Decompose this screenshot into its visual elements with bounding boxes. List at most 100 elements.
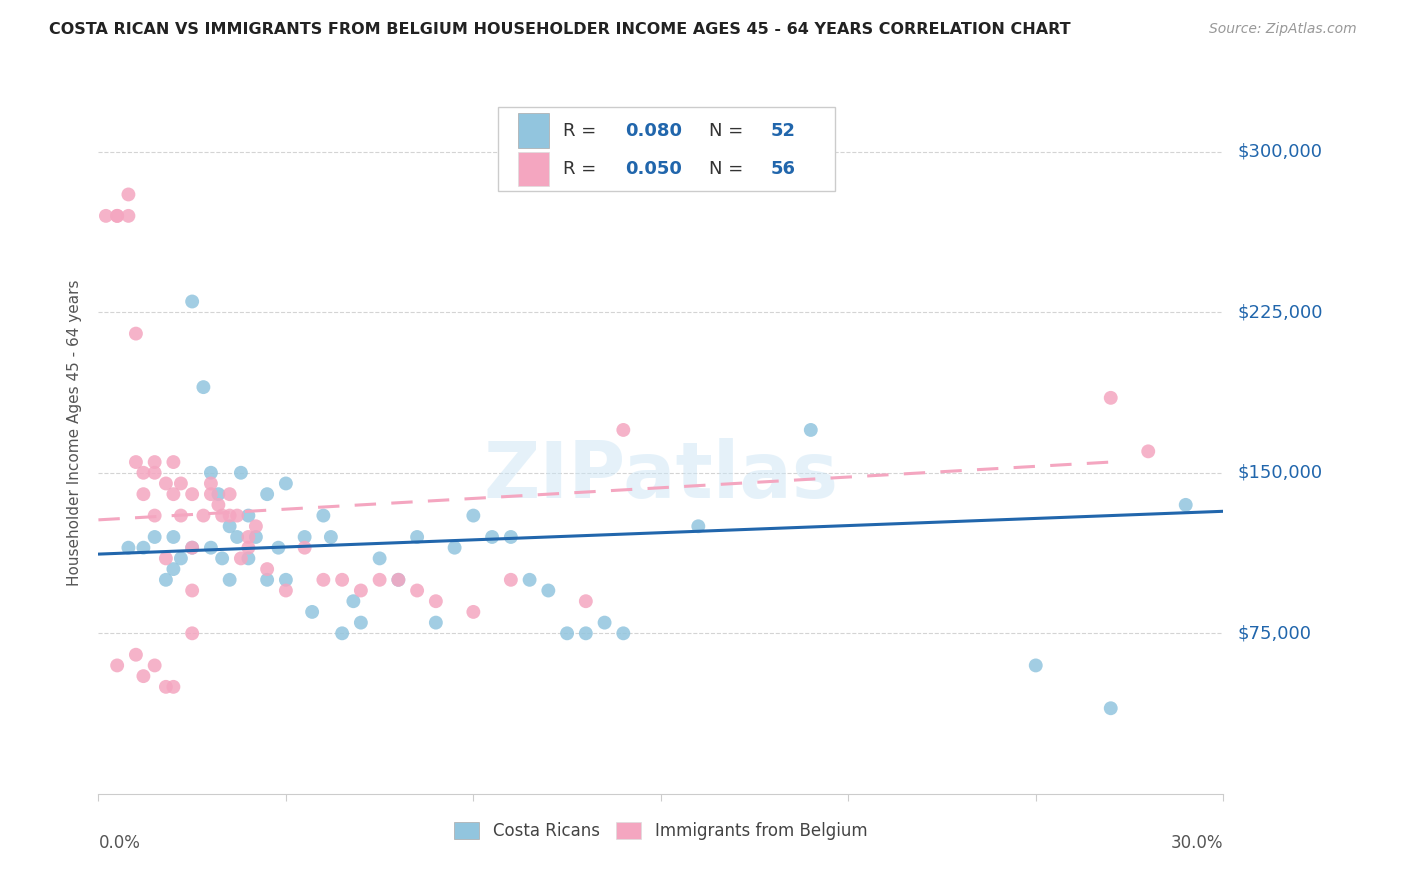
Point <box>575 626 598 640</box>
Point <box>1099 701 1122 715</box>
Point <box>1099 391 1122 405</box>
Point <box>162 680 184 694</box>
Point <box>406 583 429 598</box>
Point <box>162 562 184 576</box>
Text: 30.0%: 30.0% <box>1171 834 1223 852</box>
Point <box>181 541 204 555</box>
Point <box>162 530 184 544</box>
Point <box>612 423 634 437</box>
Point <box>593 615 616 630</box>
Point <box>218 519 240 533</box>
Point <box>688 519 710 533</box>
Point <box>294 541 316 555</box>
Point <box>218 508 240 523</box>
Point <box>117 541 139 555</box>
Point <box>143 658 166 673</box>
Point <box>181 626 204 640</box>
Point <box>211 508 233 523</box>
Point <box>245 519 267 533</box>
Point <box>193 380 215 394</box>
Point <box>238 508 260 523</box>
Point <box>350 583 373 598</box>
FancyBboxPatch shape <box>498 108 835 191</box>
Point <box>406 530 429 544</box>
Text: 0.0%: 0.0% <box>98 834 141 852</box>
Text: N =: N = <box>709 121 749 140</box>
Point <box>117 187 139 202</box>
Point <box>312 508 335 523</box>
Point <box>105 658 128 673</box>
Point <box>463 605 485 619</box>
Point <box>143 466 166 480</box>
Point <box>425 594 447 608</box>
Point <box>200 476 222 491</box>
Point <box>170 476 193 491</box>
Point <box>274 573 297 587</box>
Point <box>274 583 297 598</box>
Point <box>143 530 166 544</box>
Point <box>211 551 233 566</box>
Point <box>481 530 503 544</box>
Point <box>143 455 166 469</box>
Point <box>226 530 249 544</box>
Point <box>274 476 297 491</box>
Text: N =: N = <box>709 160 749 178</box>
Point <box>294 530 316 544</box>
Point <box>229 551 252 566</box>
Point <box>218 487 240 501</box>
Point <box>463 508 485 523</box>
Point <box>256 487 278 501</box>
Point <box>117 209 139 223</box>
Point <box>342 594 364 608</box>
Point <box>267 541 290 555</box>
Point <box>132 541 155 555</box>
Point <box>162 455 184 469</box>
Point <box>555 626 578 640</box>
Point <box>132 487 155 501</box>
Point <box>162 487 184 501</box>
Point <box>238 541 260 555</box>
Point <box>238 530 260 544</box>
Point <box>226 508 249 523</box>
Point <box>132 669 155 683</box>
Text: Source: ZipAtlas.com: Source: ZipAtlas.com <box>1209 22 1357 37</box>
Point <box>94 209 117 223</box>
Point <box>425 615 447 630</box>
Point <box>612 626 634 640</box>
Point <box>330 626 353 640</box>
Point <box>519 573 541 587</box>
Point <box>350 615 373 630</box>
Point <box>499 573 522 587</box>
Point <box>155 680 177 694</box>
Point <box>125 648 148 662</box>
Point <box>181 583 204 598</box>
Point <box>132 466 155 480</box>
Legend: Costa Ricans, Immigrants from Belgium: Costa Ricans, Immigrants from Belgium <box>447 815 875 847</box>
Point <box>181 487 204 501</box>
Point <box>155 573 177 587</box>
Point <box>125 326 148 341</box>
Point <box>368 551 391 566</box>
Point <box>256 573 278 587</box>
Point <box>245 530 267 544</box>
Point <box>207 498 229 512</box>
Text: COSTA RICAN VS IMMIGRANTS FROM BELGIUM HOUSEHOLDER INCOME AGES 45 - 64 YEARS COR: COSTA RICAN VS IMMIGRANTS FROM BELGIUM H… <box>49 22 1071 37</box>
Point <box>1025 658 1047 673</box>
Point <box>193 508 215 523</box>
Point <box>319 530 342 544</box>
Text: $300,000: $300,000 <box>1237 143 1322 161</box>
Point <box>330 573 353 587</box>
Point <box>301 605 323 619</box>
Point <box>207 487 229 501</box>
Point <box>499 530 522 544</box>
Point <box>181 541 204 555</box>
Text: $225,000: $225,000 <box>1237 303 1323 321</box>
Point <box>170 508 193 523</box>
Point <box>256 562 278 576</box>
Point <box>155 476 177 491</box>
Point <box>125 455 148 469</box>
Point <box>1137 444 1160 458</box>
Point <box>238 551 260 566</box>
Point <box>443 541 465 555</box>
Text: 52: 52 <box>770 121 796 140</box>
